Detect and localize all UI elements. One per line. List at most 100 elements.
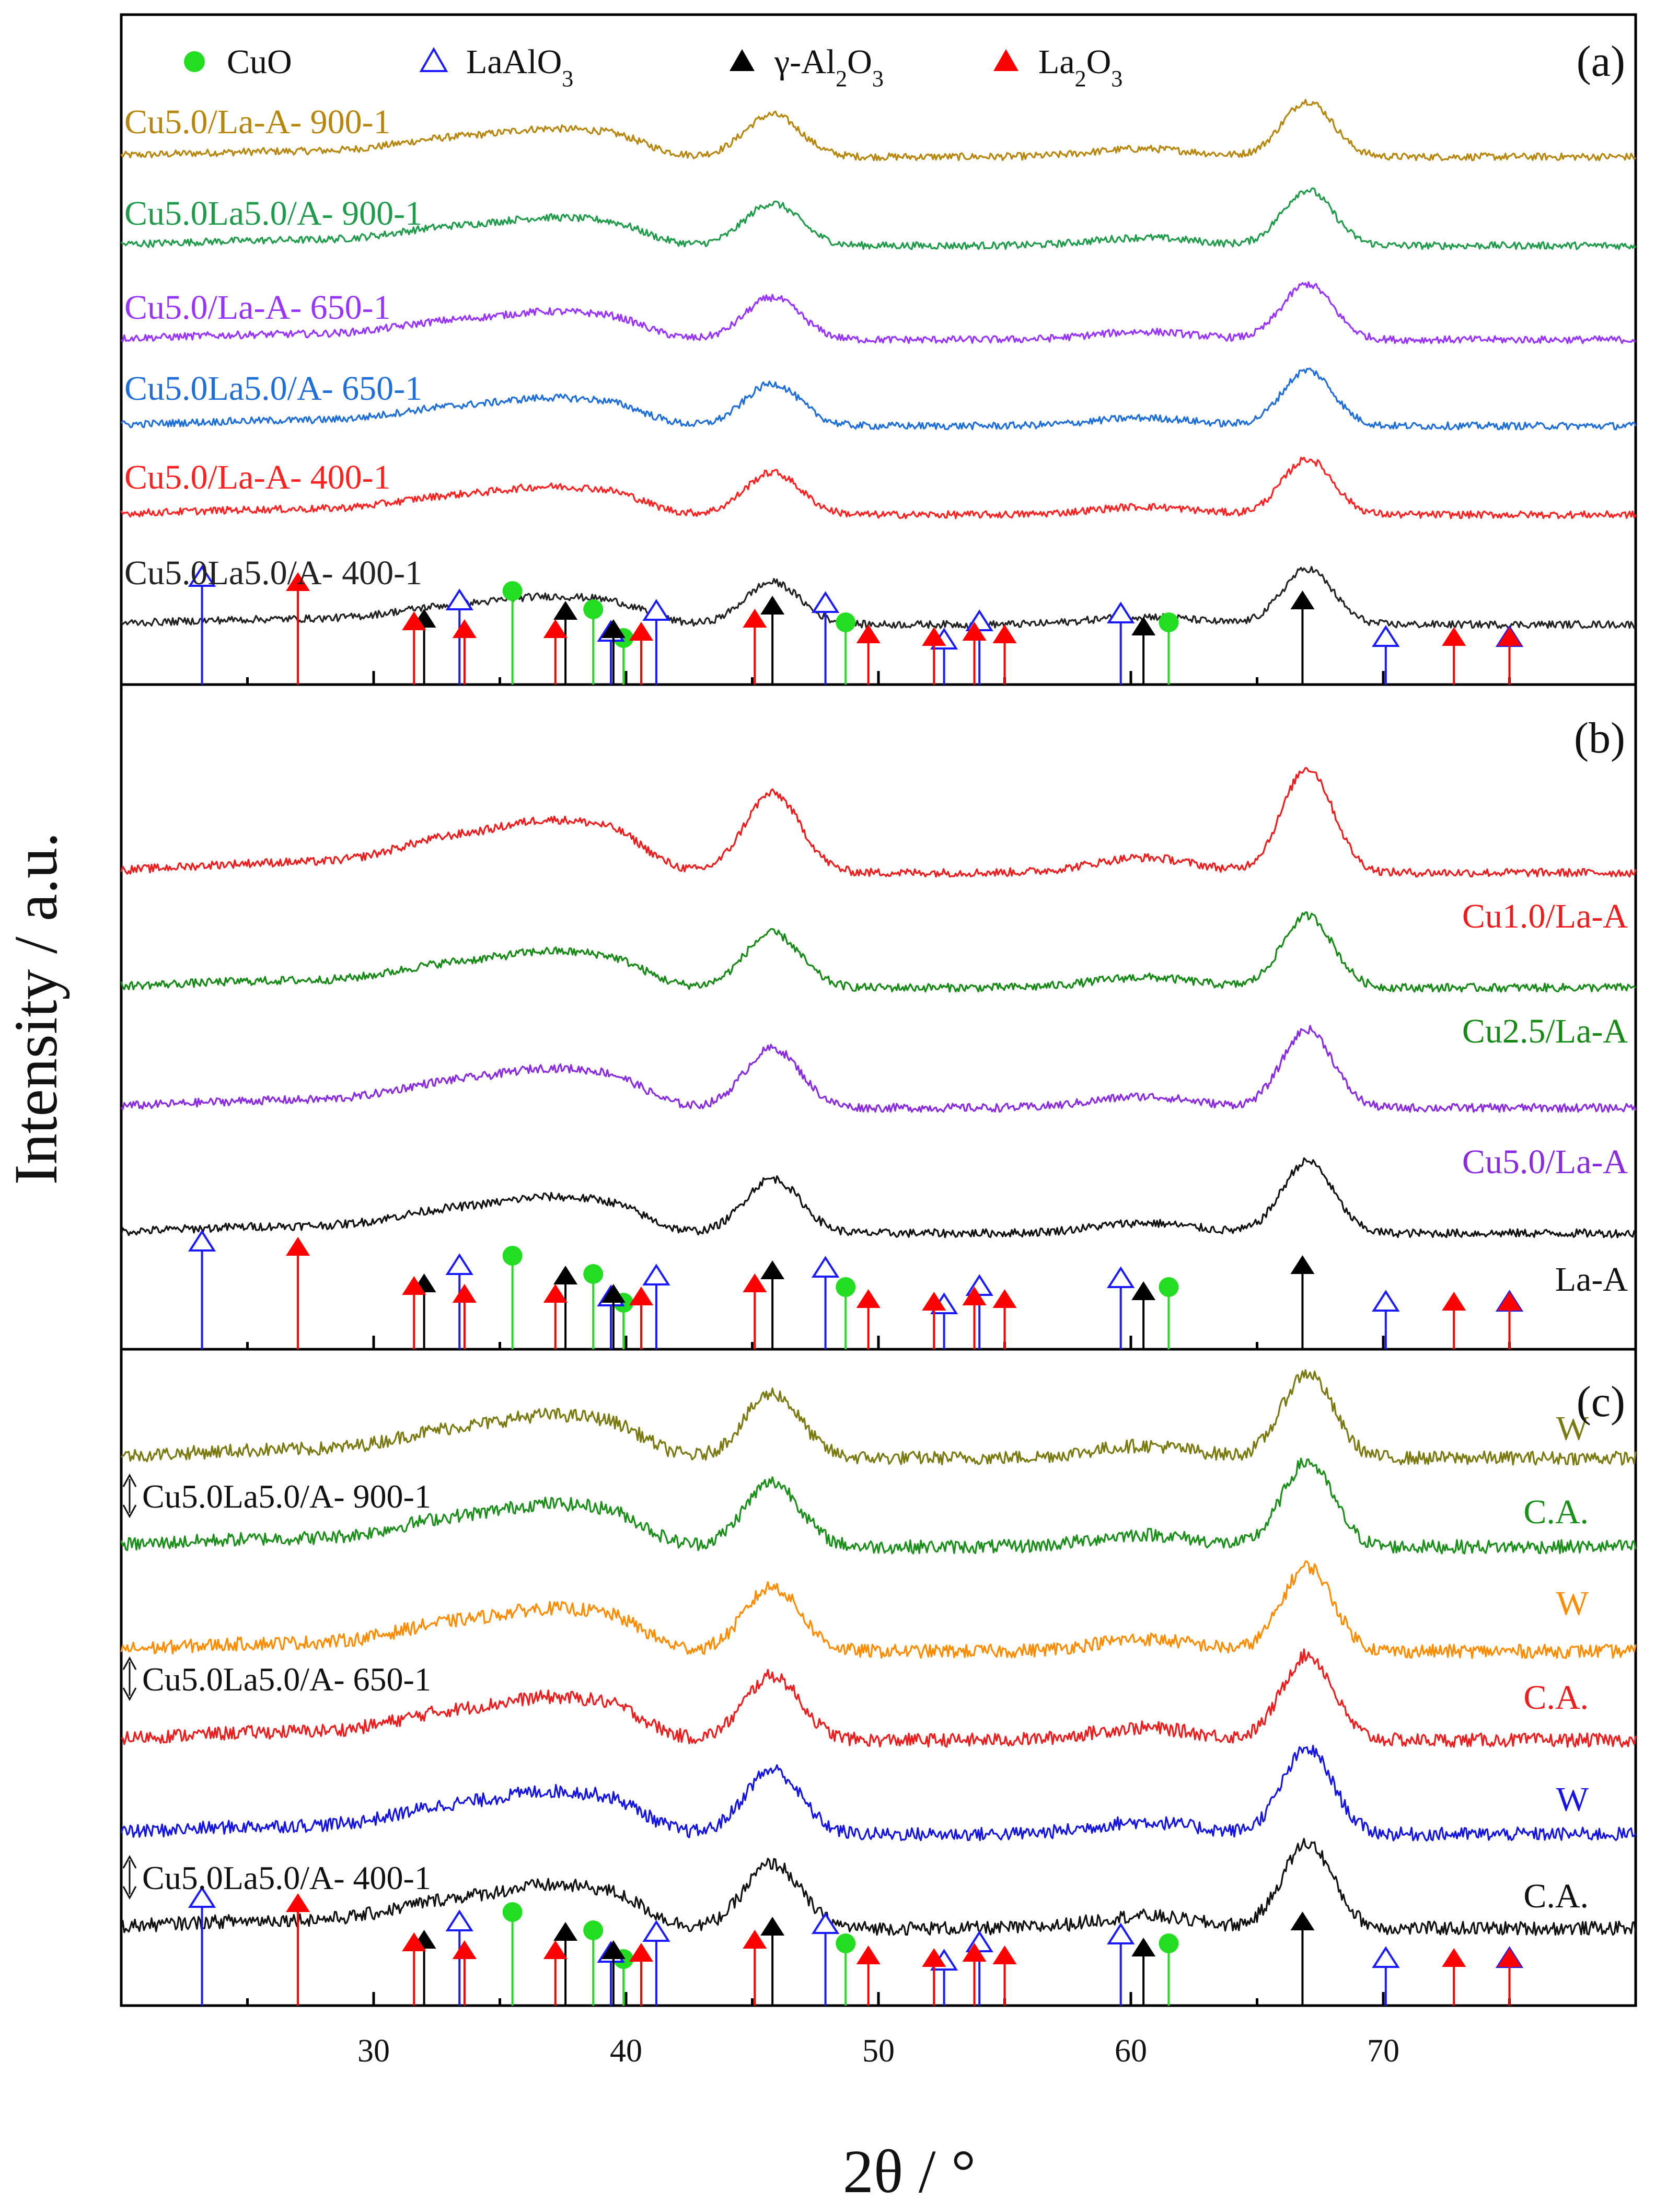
al2o3-marker <box>1131 1938 1156 1956</box>
la2o3-marker <box>402 1276 426 1295</box>
panel-b-series-label: La-A <box>1555 1260 1628 1299</box>
la2o3-marker <box>1442 1948 1466 1967</box>
laalo3-marker <box>642 599 670 621</box>
cuo-marker <box>583 1264 604 1284</box>
la2o3-marker <box>629 622 653 641</box>
group-arrow-head-up <box>122 1855 137 1869</box>
y-axis-label: Intensity / a.u. <box>2 832 70 1185</box>
la2o3-marker <box>402 1932 426 1951</box>
panel-a-series-label: Cu5.0La5.0/A- 400-1 <box>124 554 422 592</box>
la2o3-marker <box>962 1943 987 1962</box>
panel-a-series-line <box>120 367 1637 431</box>
la2o3-marker <box>922 1948 946 1967</box>
la2o3-marker <box>992 624 1017 643</box>
cuo-marker <box>583 1920 604 1940</box>
panel-c-series-label: W <box>1556 1780 1589 1819</box>
x-tick-label: 70 <box>1367 2033 1399 2069</box>
laalo3-marker <box>445 588 473 610</box>
laalo3-marker <box>445 1253 473 1275</box>
al2o3-marker <box>760 1260 785 1279</box>
al2o3-marker <box>1290 1255 1315 1274</box>
panel-a-series-line <box>120 187 1637 250</box>
la2o3-marker <box>1497 1948 1522 1967</box>
la2o3-marker <box>1442 627 1466 646</box>
x-tick-label: 40 <box>610 2033 642 2069</box>
laalo3-marker <box>642 1264 670 1285</box>
al2o3-marker <box>601 1284 626 1303</box>
laalo3-marker <box>811 1256 840 1278</box>
panel-a-series-line <box>120 566 1637 629</box>
la2o3-marker <box>922 627 946 646</box>
x-axis-label: 2θ / ° <box>843 2137 976 2206</box>
la2o3-marker <box>543 1940 568 1959</box>
la2o3-marker <box>1497 1292 1522 1311</box>
cuo-marker <box>836 612 856 632</box>
panel-c-group-label: Cu5.0La5.0/A- 900-1 <box>142 1478 431 1515</box>
panel-a-series-label: Cu5.0La5.0/A- 900-1 <box>124 194 422 233</box>
panel-c-group-label: Cu5.0La5.0/A- 650-1 <box>142 1661 431 1698</box>
panel-c-series-line <box>120 1838 1637 1936</box>
panel-b-series-line <box>120 911 1637 993</box>
group-arrow-head-down <box>122 1687 137 1701</box>
panel-c-series-label: W <box>1556 1409 1589 1447</box>
al2o3-marker <box>1131 1281 1156 1300</box>
la2o3-marker <box>629 1943 653 1962</box>
panel-b-series-label: Cu1.0/La-A <box>1462 897 1628 935</box>
cuo-marker <box>502 1902 523 1922</box>
legend-marker-laalo3 <box>419 47 448 72</box>
panel-a-series-line <box>120 99 1637 161</box>
la2o3-marker <box>452 1940 477 1959</box>
la2o3-marker <box>543 1284 568 1303</box>
al2o3-marker <box>601 619 626 638</box>
panel-b-series-label: Cu2.5/La-A <box>1462 1012 1628 1050</box>
panel-label-a: (a) <box>1577 37 1625 86</box>
laalo3-marker <box>642 1920 670 1942</box>
laalo3-marker <box>1372 1290 1400 1312</box>
panel-c-series-label: W <box>1556 1584 1589 1623</box>
al2o3-marker <box>553 601 578 620</box>
legend-label: La2O3 <box>1038 43 1122 91</box>
panel-b-series-line <box>120 1157 1637 1238</box>
panel-b-series-line <box>120 1025 1637 1113</box>
la2o3-marker <box>856 1945 881 1964</box>
al2o3-marker <box>1290 590 1315 609</box>
la2o3-marker <box>1442 1292 1466 1311</box>
la2o3-marker <box>856 624 881 643</box>
panel-a-series-label: Cu5.0/La-A- 650-1 <box>124 288 391 327</box>
x-tick-label: 30 <box>357 2033 390 2069</box>
panel-label-c: (c) <box>1577 1377 1625 1426</box>
laalo3-marker <box>188 1230 216 1252</box>
laalo3-marker <box>188 1886 216 1908</box>
la2o3-marker <box>922 1292 946 1311</box>
legend-marker-triangle <box>730 49 755 71</box>
x-tick-label: 50 <box>862 2033 895 2069</box>
x-tick-label: 60 <box>1115 2033 1147 2069</box>
legend-label: LaAlO3 <box>466 43 573 91</box>
legend-label: γ-Al2O3 <box>774 43 884 91</box>
laalo3-marker <box>1372 1946 1400 1968</box>
cuo-marker <box>1159 1933 1179 1953</box>
laalo3-marker <box>188 565 216 587</box>
panel-c-series-line <box>121 1648 1637 1748</box>
la2o3-marker <box>992 1289 1017 1308</box>
panel-b-series-label: Cu5.0/La-A <box>1462 1143 1628 1181</box>
laalo3-marker <box>811 1912 840 1934</box>
la2o3-marker <box>452 1284 477 1303</box>
cuo-marker <box>502 1246 523 1266</box>
cuo-marker <box>502 581 523 601</box>
laalo3-marker <box>1107 601 1135 623</box>
legend-marker-cuo <box>184 51 205 72</box>
panel-c-series-label: C.A. <box>1523 1678 1589 1717</box>
al2o3-marker <box>760 1917 785 1936</box>
la2o3-marker <box>286 572 310 591</box>
legend-marker-triangle <box>993 49 1019 71</box>
laalo3-marker <box>445 1909 473 1931</box>
la2o3-marker <box>962 622 987 641</box>
panel-a-series-line <box>121 281 1636 344</box>
laalo3-marker <box>811 591 840 613</box>
la2o3-marker <box>743 1930 767 1949</box>
al2o3-marker <box>1290 1912 1315 1930</box>
la2o3-marker <box>743 1273 767 1292</box>
